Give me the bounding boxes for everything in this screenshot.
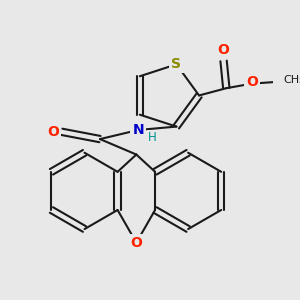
Text: O: O: [130, 236, 142, 250]
Text: H: H: [148, 131, 157, 144]
Text: O: O: [246, 75, 258, 89]
Text: O: O: [218, 43, 230, 57]
Text: O: O: [47, 125, 59, 139]
Text: S: S: [171, 57, 182, 71]
Text: N: N: [132, 123, 144, 137]
Text: CH₃: CH₃: [283, 75, 300, 85]
